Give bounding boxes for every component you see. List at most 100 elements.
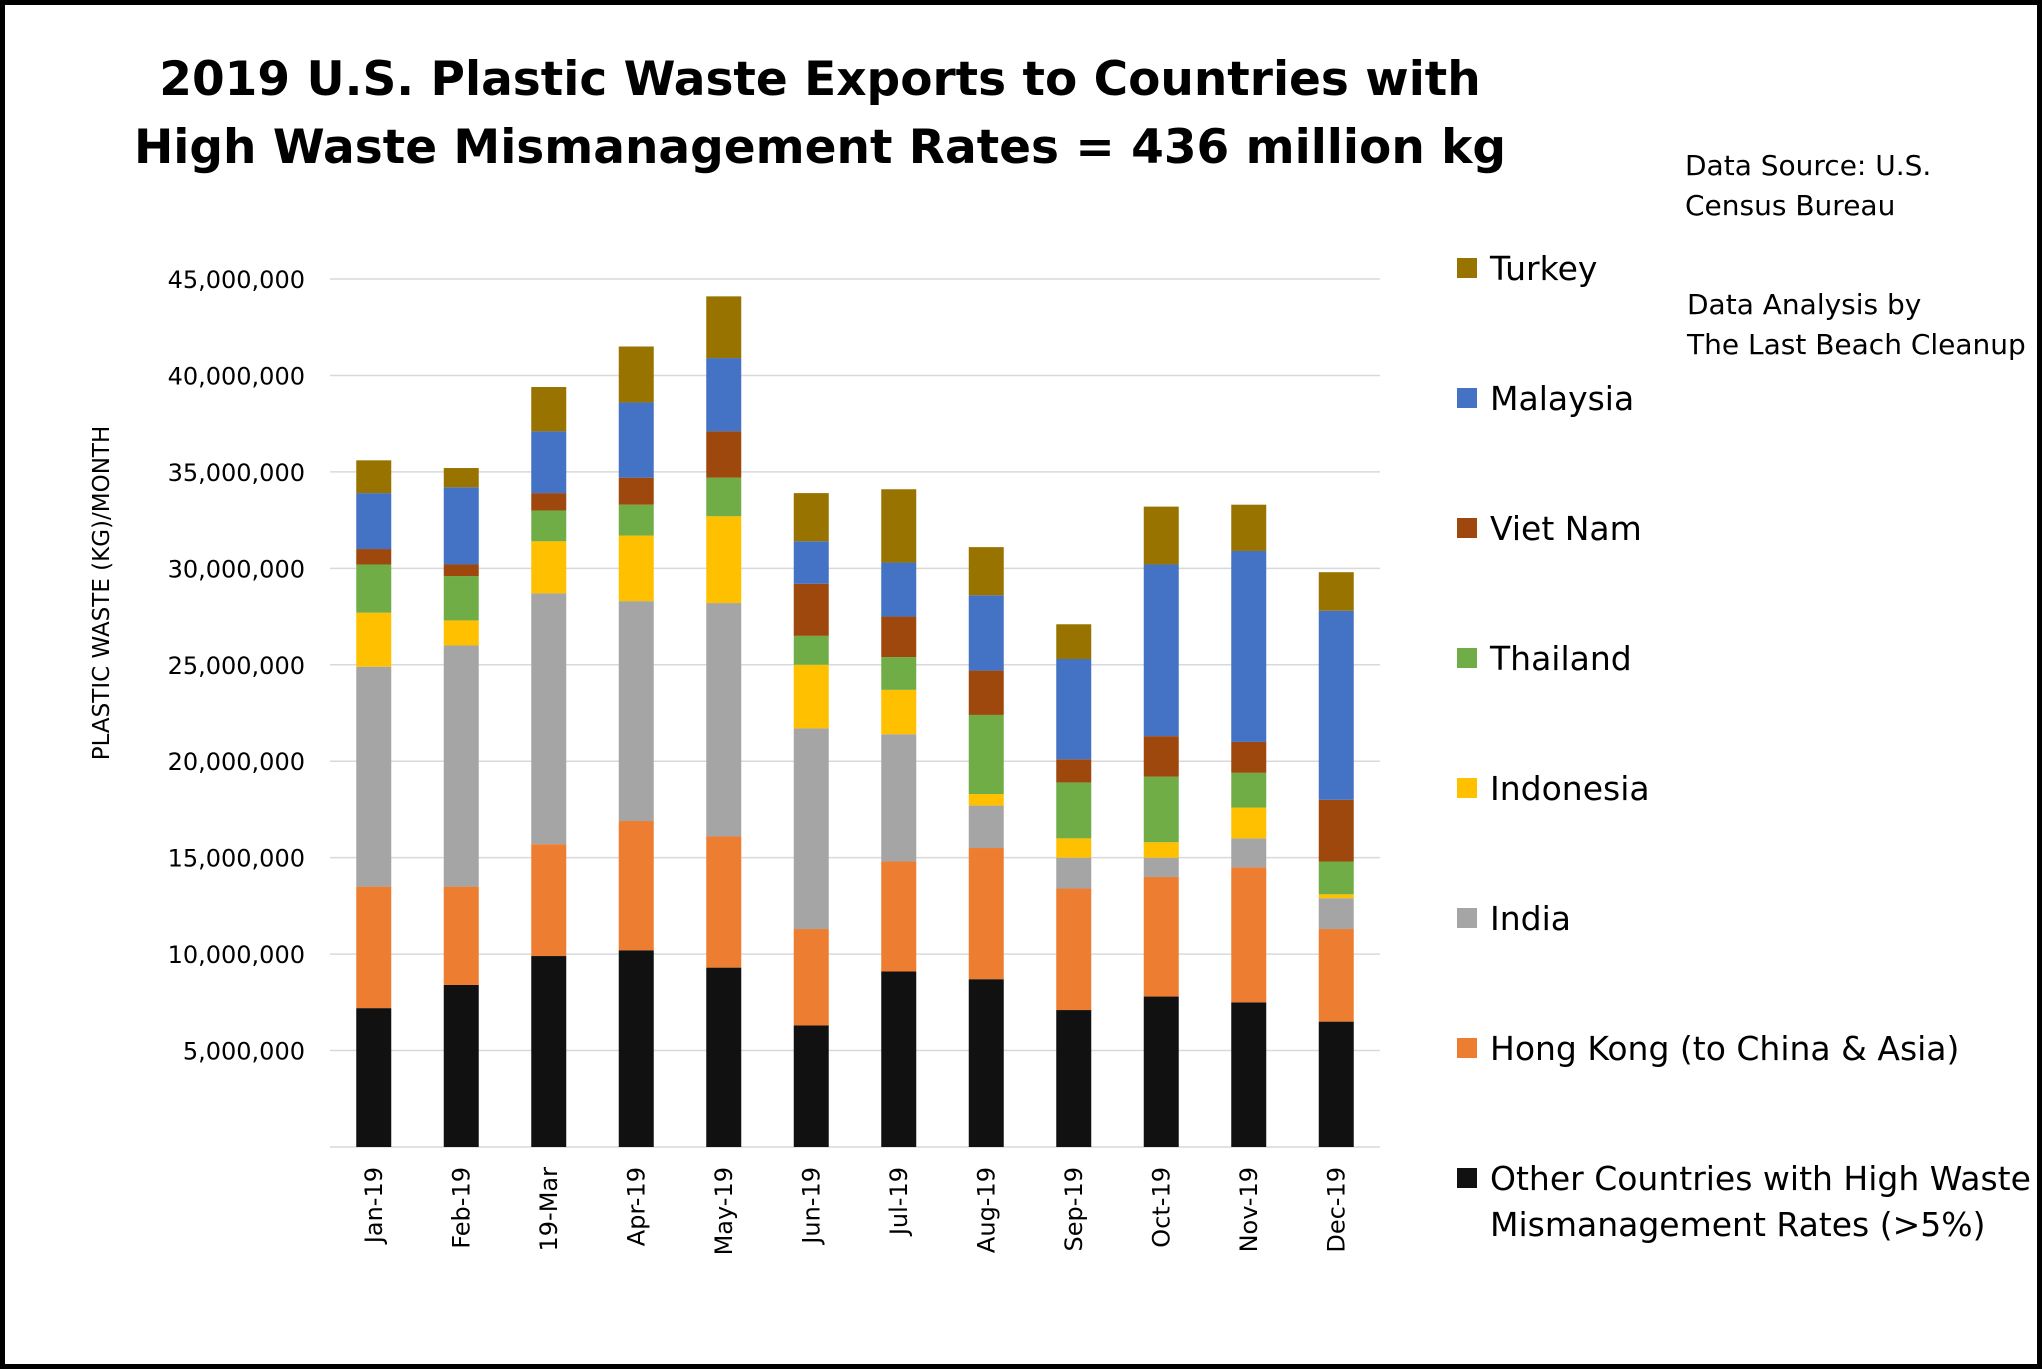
legend-item: Viet Nam [1457, 509, 1642, 548]
bar-segment [793, 493, 829, 542]
bar-segment [443, 886, 479, 985]
legend-swatch [1457, 1038, 1477, 1058]
legend-swatch [1457, 258, 1477, 278]
bar-stack [968, 547, 1004, 1147]
bar-segment [531, 387, 567, 432]
bar-segment [356, 564, 392, 613]
gridlines [330, 278, 1380, 1148]
legend-swatch [1457, 778, 1477, 798]
y-tick-label: 10,000,000 [168, 941, 305, 969]
bar-segment [1318, 898, 1354, 930]
chart-svg: 2019 U.S. Plastic Waste Exports to Count… [89, 52, 2031, 1256]
source-line-1: Data Source: U.S. [1685, 149, 1931, 182]
bar-segment [443, 984, 479, 1147]
legend-item: Other Countries with High Waste Mismanage… [1457, 1159, 2031, 1244]
bar-segment [793, 728, 829, 930]
bar-segment [531, 431, 567, 494]
legend-label: Thailand [1489, 639, 1632, 678]
bar-segment [618, 402, 654, 478]
bar-segment [706, 967, 742, 1147]
bar-stack [706, 296, 742, 1147]
bar-stack [1143, 506, 1179, 1147]
bar-segment [1143, 876, 1179, 997]
legend-item: Hong Kong (to China & Asia) [1457, 1029, 1959, 1068]
legend-swatch [1457, 518, 1477, 538]
bar-segment [443, 645, 479, 887]
bar-segment [1143, 564, 1179, 737]
bar-stack [356, 460, 392, 1147]
legend-item: Turkey [1457, 249, 1597, 288]
y-tick-label: 5,000,000 [183, 1038, 305, 1066]
bar-segment [356, 549, 392, 565]
bar-segment [1318, 861, 1354, 895]
bar-segment [968, 595, 1004, 671]
legend-label: Turkey [1489, 249, 1597, 288]
bar-stack [1318, 572, 1354, 1147]
bar-segment [356, 666, 392, 887]
bar-segment [881, 861, 917, 972]
bar-segment [1143, 736, 1179, 777]
legend-item: India [1457, 899, 1571, 938]
bar-segment [1056, 624, 1092, 659]
y-axis-ticks: 5,000,000 10,000,000 15,000,000 20,000,000 2… [168, 266, 305, 1066]
legend-label: India [1490, 899, 1571, 938]
bar-segment [1143, 996, 1179, 1147]
bar-segment [1143, 506, 1179, 565]
legend-item: Indonesia [1457, 769, 1650, 808]
bar-segment [706, 516, 742, 604]
bar-segment [356, 886, 392, 1009]
bar-stack [881, 489, 917, 1147]
x-tick-label: Dec-19 [1322, 1167, 1350, 1253]
bar-segment [968, 805, 1004, 849]
bar-segment [531, 510, 567, 542]
legend-label: Viet Nam [1490, 509, 1642, 548]
chart-title-line-1: 2019 U.S. Plastic Waste Exports to Count… [159, 52, 1480, 107]
x-tick-label: Nov-19 [1235, 1167, 1263, 1252]
bar-segment [1231, 807, 1267, 839]
legend-label: Other Countries with High Waste [1490, 1159, 2031, 1198]
bar-segment [881, 562, 917, 617]
bar-segment [618, 601, 654, 822]
bar-segment [706, 431, 742, 478]
bar-segment [793, 583, 829, 636]
legend-item: Thailand [1457, 639, 1632, 678]
y-tick-label: 35,000,000 [168, 459, 305, 487]
bar-segment [1143, 776, 1179, 843]
bar-segment [1318, 610, 1354, 800]
bar-segment [618, 477, 654, 505]
chart-title-line-2: High Waste Mismanagement Rates = 436 mil… [134, 120, 1506, 175]
bar-segment [531, 541, 567, 594]
bar-segment [356, 1008, 392, 1147]
bar-segment [1231, 867, 1267, 1003]
bar-segment [793, 635, 829, 665]
bar-segment [1056, 888, 1092, 1011]
bar-segment [531, 593, 567, 845]
bar-segment [1056, 782, 1092, 839]
bar-segment [531, 844, 567, 957]
bar-segment [881, 971, 917, 1147]
legend-swatch [1457, 1168, 1477, 1188]
bar-segment [793, 929, 829, 1026]
bar-segment [1056, 759, 1092, 783]
legend: Turkey Malaysia Viet Nam Thailand Indonesia I… [1457, 249, 2031, 1244]
bar-segment [443, 620, 479, 646]
bar-segment [1318, 929, 1354, 1022]
bar-stack [531, 387, 567, 1147]
x-tick-label: Jul-19 [885, 1167, 913, 1237]
bar-segment [618, 821, 654, 951]
y-tick-label: 40,000,000 [168, 362, 305, 390]
bar-segment [1231, 772, 1267, 808]
y-tick-label: 30,000,000 [168, 555, 305, 583]
bar-segment [1318, 894, 1354, 899]
bar-segment [1056, 658, 1092, 760]
bar-segment [706, 836, 742, 968]
x-axis-ticks: Jan-19 Feb-19 19-Mar Apr-19 May-19 Jun-19 Jul-… [360, 1167, 1351, 1256]
bar-segment [618, 950, 654, 1147]
bar-segment [443, 564, 479, 577]
bar-segment [1318, 572, 1354, 611]
bar-segment [1231, 741, 1267, 773]
bar-segment [443, 576, 479, 621]
bar-segment [881, 489, 917, 563]
legend-label: Indonesia [1490, 769, 1650, 808]
